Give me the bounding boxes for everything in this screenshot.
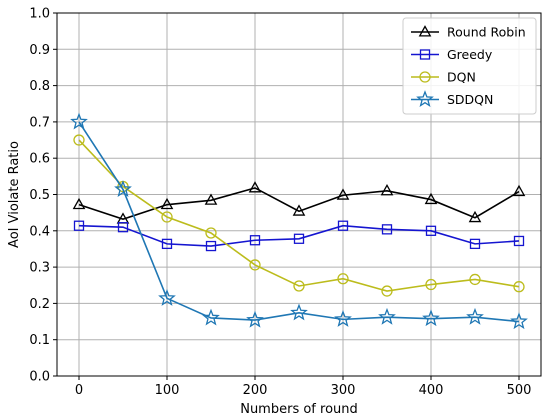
legend-marker: [416, 90, 434, 108]
y-tick-label: 0.8: [29, 79, 50, 94]
legend-label: DQN: [447, 70, 476, 85]
y-tick-label: 0.1: [29, 333, 50, 348]
data-point: [469, 238, 481, 250]
series-layer: [70, 112, 528, 330]
legend-item: SDDQN: [411, 90, 493, 108]
data-point: [468, 210, 482, 223]
y-tick-label: 1.0: [29, 7, 50, 22]
data-point: [246, 310, 264, 328]
data-point: [510, 312, 528, 330]
series-sddqn: [70, 112, 528, 330]
x-tick-label: 300: [331, 383, 356, 398]
data-point: [293, 280, 305, 292]
data-point: [422, 309, 440, 327]
legend-label: Greedy: [447, 47, 493, 62]
data-point: [513, 281, 525, 293]
data-point: [336, 188, 350, 200]
x-axis-label: Numbers of round: [240, 402, 358, 417]
data-point: [381, 285, 393, 297]
data-point: [425, 278, 437, 291]
data-point: [512, 184, 526, 197]
data-point: [466, 307, 484, 325]
series-round-robin: [72, 181, 526, 224]
data-point: [70, 112, 88, 130]
data-point: [204, 193, 218, 205]
data-point: [73, 134, 85, 146]
legend-marker: [419, 49, 431, 60]
legend-item: DQN: [411, 70, 476, 85]
data-point: [205, 227, 217, 239]
data-point: [513, 235, 525, 247]
legend: Round Robin Greedy DQN SDDQN: [402, 17, 537, 115]
data-point: [158, 289, 176, 306]
data-point: [73, 220, 85, 231]
data-point: [334, 310, 352, 327]
legend-label: Round Robin: [447, 25, 526, 40]
series-line: [78, 224, 520, 247]
y-tick-label: 0.6: [29, 152, 50, 167]
y-axis-label: AoI Violate Ratio: [7, 141, 22, 248]
y-tick-label: 0.5: [29, 188, 50, 203]
y-tick-label: 0.9: [29, 43, 50, 58]
x-tick-label: 0: [75, 383, 83, 398]
legend-item: Round Robin: [411, 25, 526, 40]
data-point: [117, 222, 129, 233]
data-point: [161, 238, 173, 250]
data-point: [380, 184, 394, 196]
data-point: [337, 273, 349, 285]
x-tick-label: 200: [243, 383, 268, 398]
data-point: [249, 235, 261, 246]
data-point: [469, 273, 481, 286]
x-tick-label: 100: [155, 383, 180, 398]
y-tick-label: 0.7: [29, 115, 50, 130]
y-tick-label: 0.0: [29, 370, 50, 385]
x-tick-label: 400: [419, 383, 444, 398]
data-point: [72, 197, 86, 210]
legend-marker: [418, 25, 432, 37]
y-tick-label: 0.4: [29, 224, 50, 239]
y-tick-label: 0.3: [29, 261, 50, 276]
data-point: [424, 192, 438, 205]
data-point: [381, 224, 393, 235]
series-line: [78, 139, 520, 292]
axis-ticks: 0.0 0.1 0.2 0.3 0.4 0.5 0.6 0.7 0.8 0.9 1.0 0 100 200…: [29, 7, 531, 399]
y-tick-label: 0.2: [29, 297, 50, 312]
data-point: [292, 204, 306, 216]
data-point: [337, 220, 349, 231]
data-point: [293, 233, 305, 244]
data-point: [202, 308, 220, 326]
data-point: [425, 225, 437, 236]
series-line: [78, 121, 520, 323]
legend-marker: [419, 71, 431, 83]
series-greedy: [73, 220, 525, 252]
series-line: [78, 187, 520, 221]
legend-item: Greedy: [411, 47, 493, 62]
legend-label: SDDQN: [447, 92, 493, 107]
legend-box: [402, 17, 537, 115]
data-point: [290, 303, 308, 321]
data-point: [161, 211, 173, 223]
data-point: [205, 240, 217, 252]
data-point: [160, 197, 174, 210]
x-tick-label: 500: [507, 383, 532, 398]
data-point: [378, 307, 396, 325]
data-point: [114, 180, 132, 197]
data-point: [249, 259, 261, 271]
data-point: [248, 181, 262, 193]
